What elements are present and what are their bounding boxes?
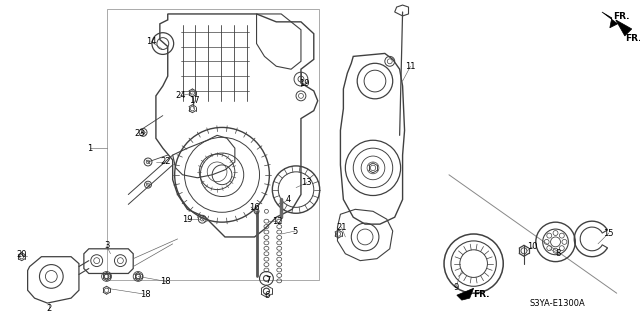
Polygon shape: [616, 20, 632, 36]
Text: 19: 19: [182, 215, 193, 224]
Text: 10: 10: [527, 242, 538, 251]
Text: 19: 19: [299, 78, 309, 87]
Text: 16: 16: [249, 203, 260, 212]
Text: S3YA-E1300A: S3YA-E1300A: [530, 299, 586, 308]
Text: 22: 22: [161, 158, 171, 167]
Polygon shape: [457, 288, 474, 300]
Text: 2: 2: [47, 305, 52, 314]
Text: 15: 15: [604, 228, 614, 238]
Text: FR.: FR.: [613, 12, 630, 21]
Text: 6: 6: [265, 291, 270, 300]
Text: 11: 11: [405, 62, 416, 71]
Text: 18: 18: [161, 277, 171, 286]
Text: 17: 17: [189, 96, 200, 105]
Text: 3: 3: [104, 241, 109, 250]
Text: 23: 23: [135, 129, 145, 138]
Text: 1: 1: [87, 144, 92, 153]
Bar: [107, 9, 319, 280]
Text: 12: 12: [272, 217, 282, 226]
Text: 13: 13: [301, 178, 312, 187]
Text: 5: 5: [292, 226, 298, 235]
Polygon shape: [602, 12, 618, 28]
Text: 14: 14: [146, 37, 156, 46]
Text: 9: 9: [453, 283, 458, 292]
Text: 20: 20: [17, 250, 27, 259]
Text: 21: 21: [336, 223, 347, 232]
Text: 18: 18: [140, 290, 150, 299]
Text: FR.: FR.: [473, 290, 490, 299]
Text: FR.: FR.: [626, 33, 640, 42]
Text: 8: 8: [556, 249, 561, 258]
Text: 7: 7: [266, 276, 271, 285]
Text: 24: 24: [175, 91, 186, 100]
Text: 4: 4: [285, 195, 291, 204]
